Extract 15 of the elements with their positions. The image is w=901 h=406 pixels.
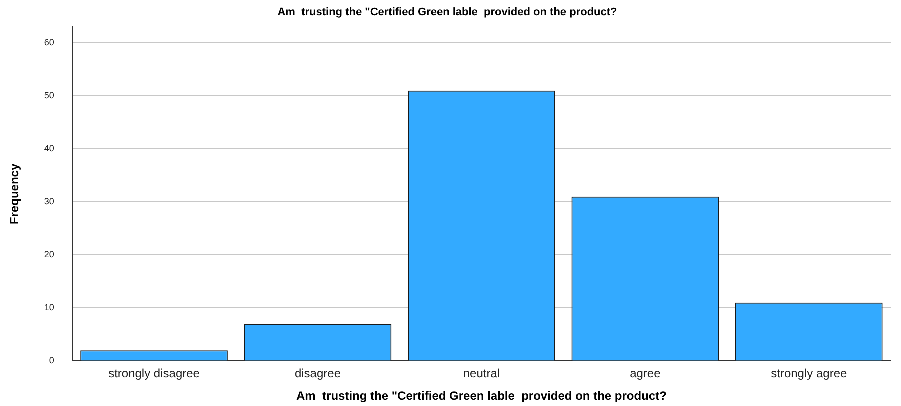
y-tick-label: 50 [44, 90, 54, 101]
x-tick-label: agree [630, 366, 662, 381]
chart-title: Am trusting the "Certified Green lable provided on the product? [278, 6, 618, 19]
x-tick-label: neutral [463, 366, 500, 381]
x-tick-label: disagree [294, 366, 342, 381]
y-tick-label: 20 [44, 250, 54, 260]
y-axis-title: Frequency [8, 164, 22, 225]
x-tick-label: strongly disagree [108, 366, 200, 381]
y-tick-label: 0 [49, 356, 54, 366]
y-tick-label: 10 [44, 302, 54, 313]
y-tick-label: 40 [44, 144, 54, 154]
y-tick-label: 30 [44, 196, 54, 207]
x-axis-title: Am trusting the "Certified Green lable provided on the product? [296, 389, 667, 404]
y-tick-label: 60 [44, 38, 54, 48]
x-tick-label: strongly agree [771, 366, 848, 381]
